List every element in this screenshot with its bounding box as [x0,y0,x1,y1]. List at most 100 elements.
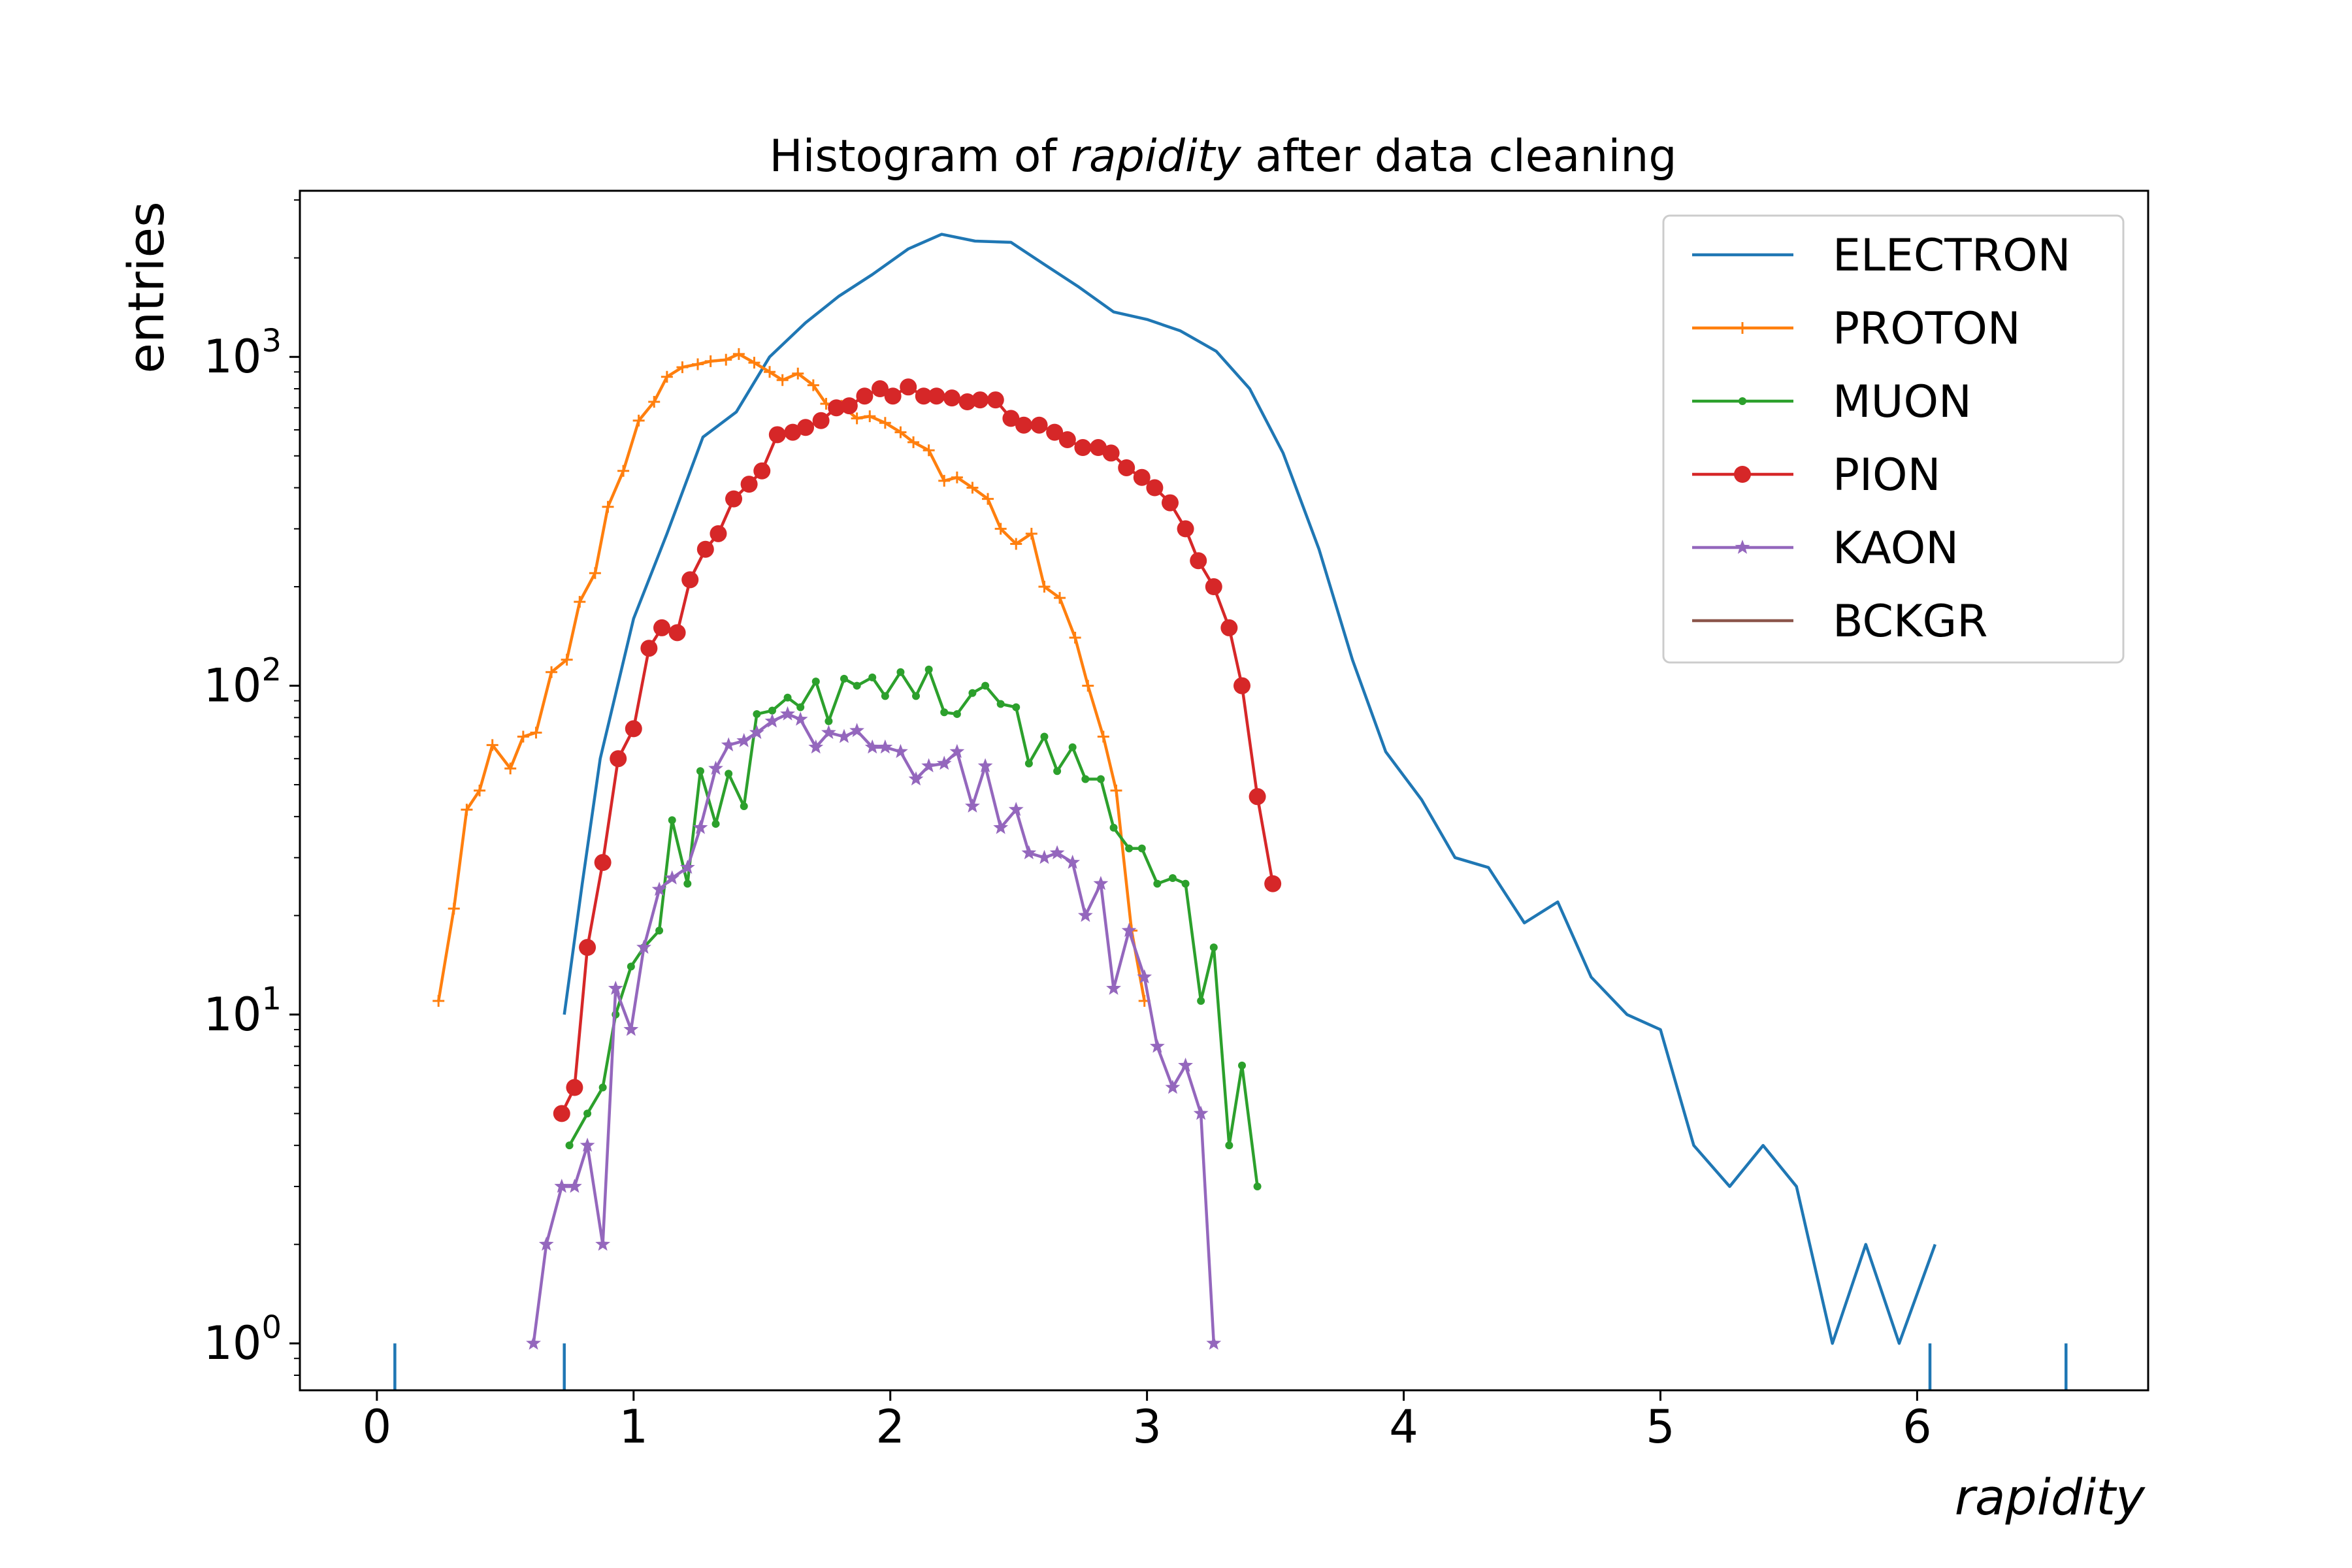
point-kaon-7 [623,1021,639,1036]
point-pion-26 [928,387,945,405]
legend-label-electron: ELECTRON [1833,230,2070,282]
point-pion-33 [1030,416,1048,434]
x-tick-label-0: 0 [363,1400,392,1454]
series-line-proton [436,352,1146,1002]
x-tick-label-2: 2 [875,1400,905,1454]
point-proton-35 [938,474,951,487]
point-muon-45 [1209,943,1218,952]
point-proton-15 [648,396,661,408]
point-muon-30 [996,700,1005,708]
point-kaon-23 [849,723,864,738]
point-muon-47 [1238,1061,1247,1070]
point-proton-3 [474,785,486,796]
point-kaon-40 [1093,875,1109,890]
point-pion-38 [1102,444,1120,462]
point-proton-47 [1110,785,1122,796]
point-muon-40 [1137,844,1146,853]
legend-label-proton: PROTON [1833,303,2021,355]
point-muon-9 [696,767,704,776]
point-muon-6 [655,926,664,935]
point-proton-0 [433,995,445,1007]
legend: ELECTRON PROTON MUON PION KAON BCKGR [1662,214,2125,664]
point-proton-37 [966,482,979,494]
point-pion-11 [710,525,727,542]
y-axis: 100 101 102 103 [203,199,300,1376]
legend-item-bckgr: BCKGR [1692,596,1987,647]
point-muon-16 [796,703,805,711]
point-muon-41 [1153,879,1162,888]
point-muon-7 [668,816,676,825]
point-kaon-45 [1165,1079,1181,1094]
point-kaon-3 [567,1179,582,1193]
point-kaon-26 [893,743,908,759]
point-muon-43 [1181,879,1190,888]
point-muon-22 [881,692,889,700]
plot-area-frame [299,189,2149,1392]
point-pion-39 [1118,459,1135,476]
point-muon-31 [1012,703,1021,711]
point-pion-36 [1074,439,1092,457]
point-muon-23 [896,668,905,676]
point-proton-17 [676,361,689,374]
point-proton-9 [561,653,573,666]
point-muon-18 [825,717,833,725]
point-pion-9 [681,571,699,589]
point-pion-1 [566,1079,583,1096]
point-pion-0 [553,1105,570,1122]
legend-item-proton: PROTON [1692,303,2021,355]
point-muon-10 [711,820,720,828]
point-proton-21 [732,348,745,360]
point-muon-13 [753,710,761,718]
point-kaon-33 [993,819,1009,834]
series-proton [433,348,1151,1007]
point-muon-11 [725,770,733,778]
point-muon-19 [840,674,848,683]
point-kaon-4 [580,1137,595,1152]
point-kaon-39 [1077,907,1093,923]
point-proton-25 [792,367,804,380]
point-proton-12 [602,500,614,513]
point-proton-39 [994,523,1007,535]
point-kaon-14 [721,737,736,752]
chart-title-italic: rapidity [1071,131,1241,182]
point-proton-41 [1025,527,1037,540]
point-kaon-1 [538,1236,554,1251]
point-proton-29 [851,412,863,425]
point-proton-38 [982,493,994,505]
point-pion-16 [784,423,802,441]
point-proton-31 [879,417,891,429]
legend-marker-kaon [1735,540,1750,554]
point-kaon-5 [595,1236,611,1251]
point-pion-6 [640,640,658,657]
point-kaon-2 [554,1179,570,1193]
series-muon [565,665,1262,1191]
point-kaon-41 [1106,981,1121,995]
point-kaon-28 [921,758,937,773]
y-tick-label-10: 101 [203,981,282,1041]
legend-item-muon: MUON [1692,376,1972,428]
point-pion-4 [610,750,627,768]
point-muon-42 [1168,874,1177,883]
y-axis-label: entries [117,201,175,373]
point-muon-44 [1197,997,1205,1005]
series-pion [553,378,1282,1122]
point-kaon-0 [526,1335,541,1350]
point-muon-25 [924,665,933,674]
point-muon-14 [768,706,776,715]
point-muon-46 [1225,1141,1233,1150]
point-proton-8 [546,666,558,678]
point-kaon-34 [1008,802,1024,816]
point-muon-20 [853,681,861,690]
series-line-electron [563,233,1937,1345]
point-pion-10 [696,540,714,558]
legend-label-kaon: KAON [1833,523,1959,574]
point-kaon-19 [792,711,808,726]
point-pion-13 [740,476,758,493]
series-kaon [526,706,1222,1350]
point-proton-42 [1038,581,1051,593]
series-layer [393,233,2068,1390]
point-pion-22 [871,380,889,398]
point-pion-32 [1015,416,1033,434]
point-muon-29 [981,681,990,690]
legend-marker-muon [1739,397,1746,405]
